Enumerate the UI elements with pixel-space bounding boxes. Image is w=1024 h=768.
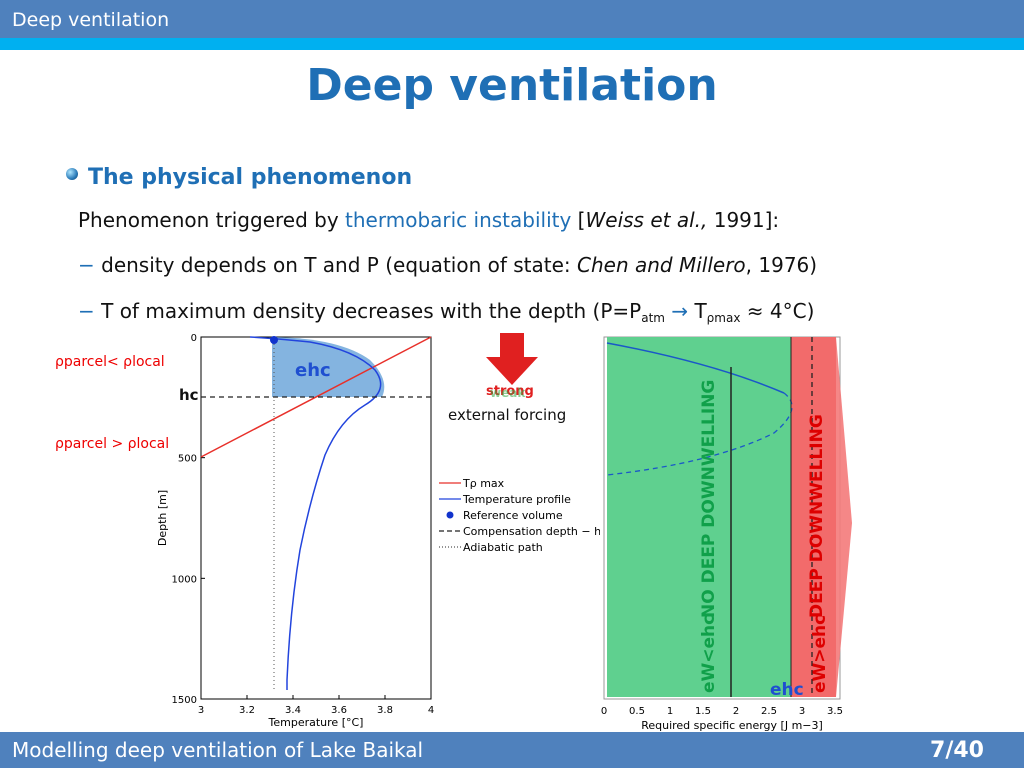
energy-x-tick-label: 0.5 <box>629 706 645 717</box>
y-tick-label: 0 <box>191 333 197 344</box>
downwelling-region <box>791 337 836 697</box>
header-title: Deep ventilation <box>12 9 170 31</box>
bullet-icon <box>66 168 78 180</box>
deep-label: DEEP DOWNWELLING <box>807 414 827 618</box>
energy-x-tick-label: 0 <box>601 706 607 717</box>
hc-label: hc <box>179 386 199 404</box>
ehc-area <box>272 337 385 397</box>
intro-prefix: Phenomenon triggered by <box>78 208 346 232</box>
x-tick-label: 3 <box>198 705 204 716</box>
footer-title: Modelling deep ventilation of Lake Baika… <box>12 738 424 762</box>
ehc-bottom-label: ehc <box>770 680 804 700</box>
section-heading: The physical phenomenon <box>88 165 413 190</box>
dash-2: − <box>78 299 95 323</box>
downwelling-arrow <box>836 337 852 697</box>
chart-legend: Tρ max Temperature profile Reference volum… <box>439 477 600 554</box>
x-tick-label: 3.8 <box>377 705 393 716</box>
energy-x-tick-label: 1.5 <box>695 706 711 717</box>
bullet-line-2: − T of maximum density decreases with th… <box>78 299 814 325</box>
temperature-depth-chart: 3 3.2 3.4 3.6 3.8 4 0 500 1000 1500 ehc Temperatu… <box>156 333 600 729</box>
bullet1-text: density depends on T and P (equation of … <box>94 253 578 277</box>
header-stripe <box>0 38 1024 50</box>
intro-suffix: 1991]: <box>707 208 780 232</box>
no-deep-label: NO DEEP DOWNWELLING <box>699 380 719 618</box>
no-downwelling-region <box>607 337 791 697</box>
temperature-profile-line <box>249 336 382 690</box>
y-axis-label: Depth [m] <box>156 490 169 546</box>
bullet2-sub2: ρmax <box>706 311 741 325</box>
rho-bottom-label: ρparcel > ρlocal <box>55 436 170 452</box>
forcing-weak-label: weak <box>490 386 526 400</box>
energy-curve-dashed <box>606 392 793 476</box>
forcing-label: external forcing <box>448 406 567 424</box>
bullet2-t: T <box>694 299 707 323</box>
bullet2-suffix: ≈ 4°C) <box>740 299 815 323</box>
energy-x-tick-label: 2 <box>733 706 739 717</box>
ew-lt-label: eW<ehc <box>699 615 719 693</box>
intro-line: Phenomenon triggered by thermobaric inst… <box>78 208 779 232</box>
legend-label: Adiabatic path <box>463 541 543 554</box>
bullet1-authors: Chen and Millero <box>577 253 746 277</box>
intro-link: thermobaric instability <box>345 208 572 232</box>
energy-x-tick-label: 3.5 <box>827 706 843 717</box>
reference-volume-point <box>270 336 278 344</box>
bullet-line-1: − density depends on T and P (equation o… <box>78 253 817 277</box>
y-tick-label: 1000 <box>172 574 197 585</box>
slide-title: Deep ventilation <box>306 60 718 111</box>
energy-x-tick-label: 1 <box>667 706 673 717</box>
footer-bar <box>0 732 1024 768</box>
legend-label: Tρ max <box>462 477 505 490</box>
legend-marker <box>446 511 454 519</box>
legend-label: Temperature profile <box>462 493 571 506</box>
t-rho-max-line <box>200 336 432 458</box>
ew-gt-label: eW>ehc <box>810 615 830 693</box>
energy-x-label: Required specific energy [J m−3] <box>641 719 823 732</box>
forcing-strong-label: strong <box>486 384 534 399</box>
bullet2-sub: atm <box>641 311 665 325</box>
x-tick-label: 4 <box>428 705 434 716</box>
legend-label: Reference volume <box>463 509 563 522</box>
x-tick-label: 3.2 <box>239 705 255 716</box>
energy-x-tick-label: 2.5 <box>761 706 777 717</box>
x-axis-label: Temperature [°C] <box>268 716 364 729</box>
intro-bracket: [ <box>571 208 586 232</box>
x-tick-label: 3.6 <box>331 705 347 716</box>
y-tick-label: 1500 <box>172 695 197 706</box>
intro-authors: Weiss et al., <box>585 208 708 232</box>
arrow-down-icon <box>486 333 538 385</box>
y-tick-label: 500 <box>178 454 197 465</box>
header-bar <box>0 0 1024 50</box>
legend-label: Compensation depth − hc <box>463 525 600 538</box>
arrow-right-icon: → <box>664 299 695 323</box>
energy-chart: NO DEEP DOWNWELLING DEEP DOWNWELLING eW<… <box>601 336 852 732</box>
ehc-label: ehc <box>295 360 331 381</box>
rho-top-label: ρparcel< ρlocal <box>55 354 165 370</box>
energy-curve-solid <box>606 342 785 394</box>
bullet2-text: T of maximum density decreases with the … <box>94 299 642 323</box>
page-number: 7/40 <box>930 738 984 763</box>
x-tick-label: 3.4 <box>285 705 301 716</box>
dash-1: − <box>78 253 95 277</box>
energy-x-tick-label: 3 <box>799 706 805 717</box>
bullet1-suffix: , 1976) <box>745 253 818 277</box>
